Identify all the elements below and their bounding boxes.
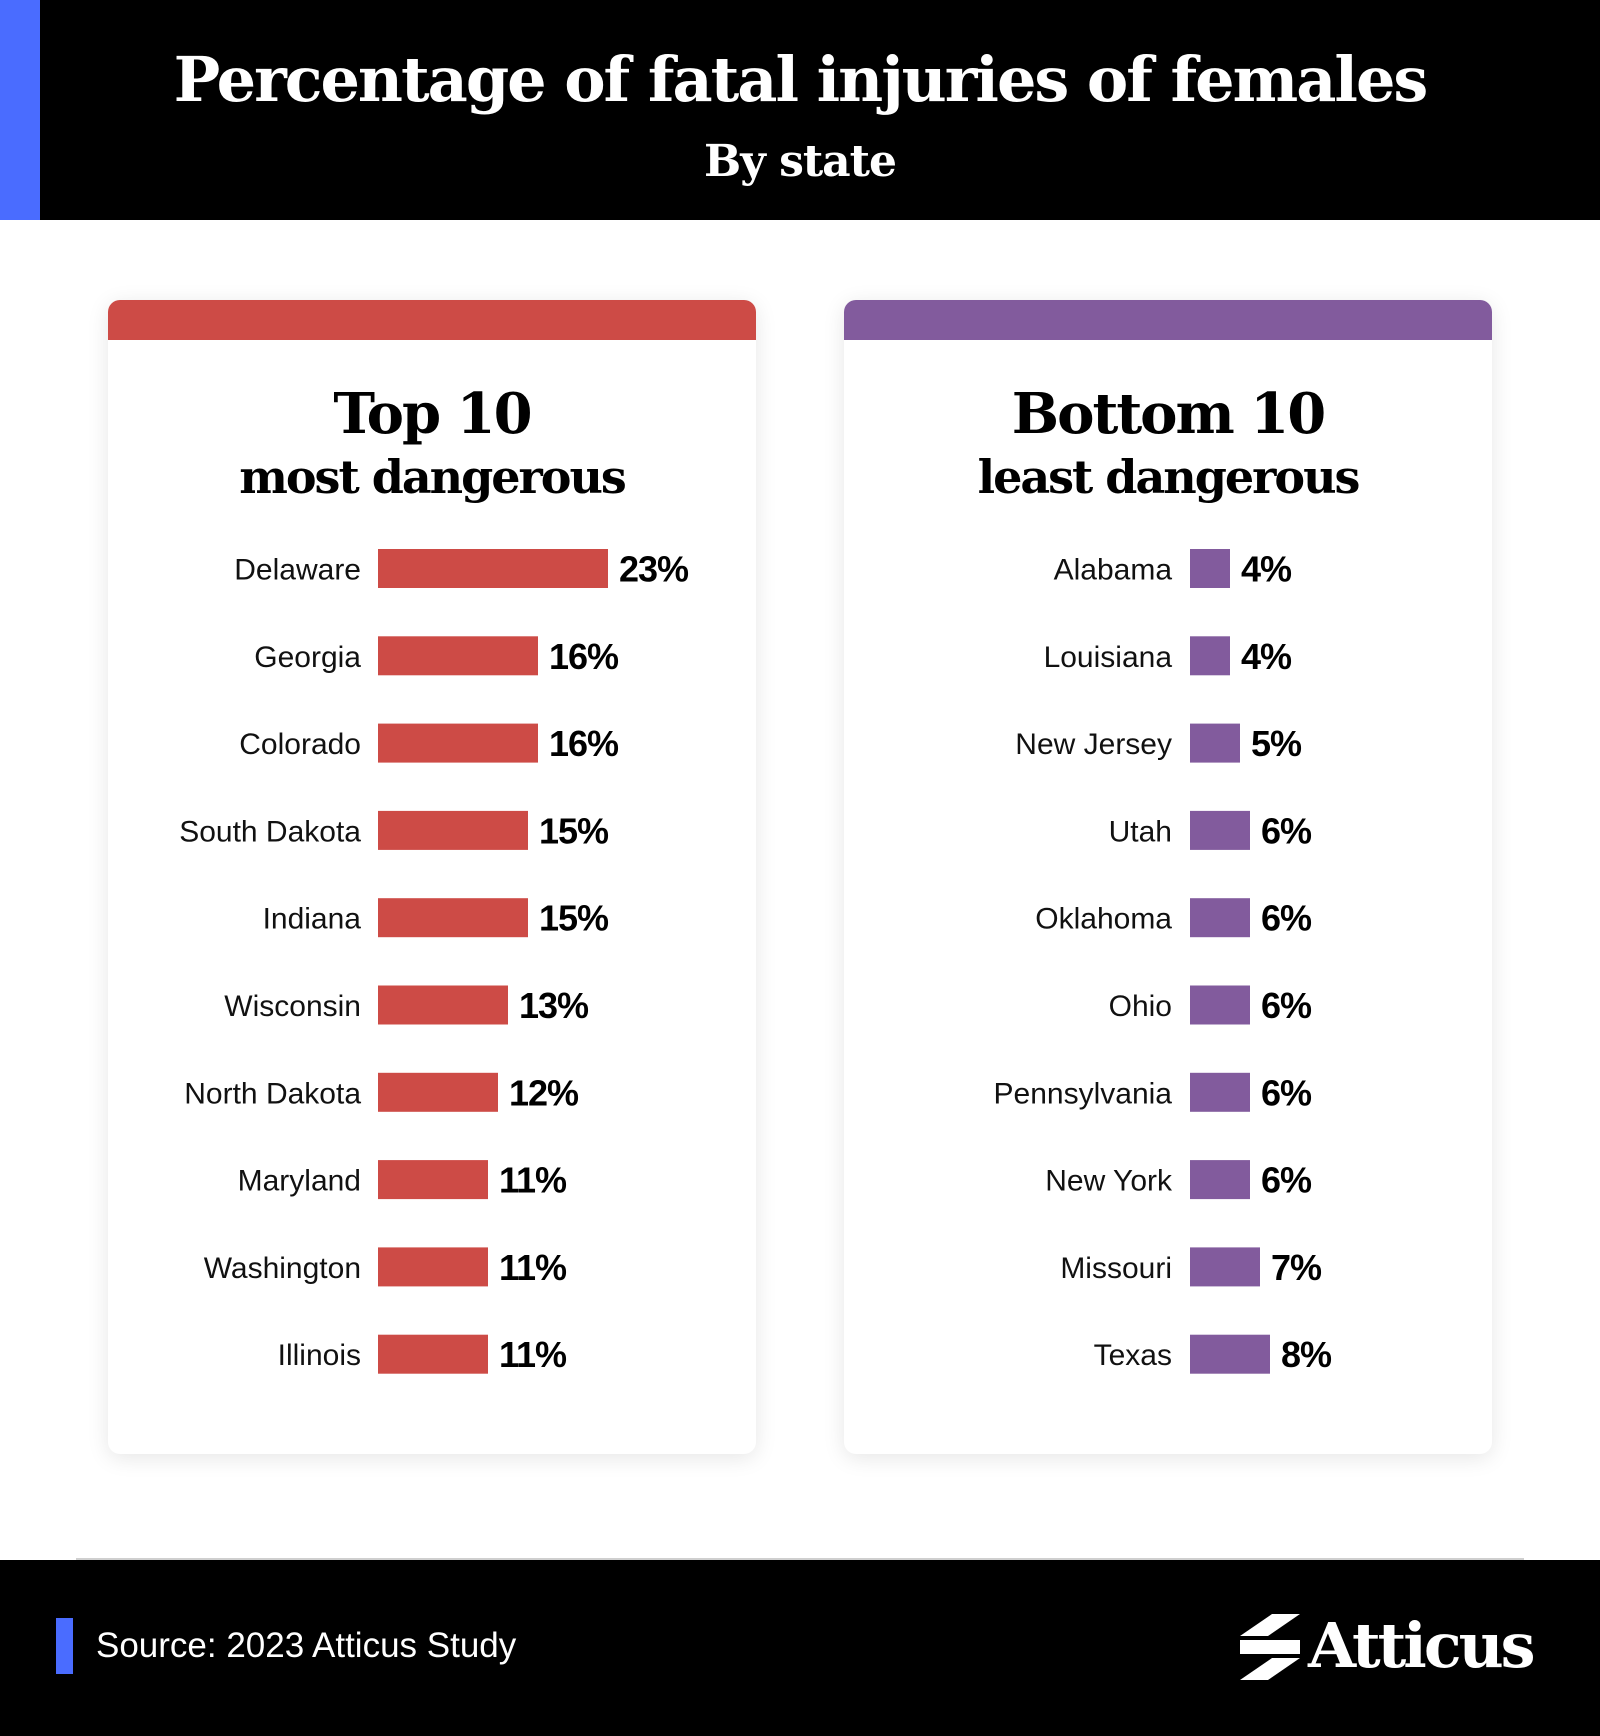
value-label: 12%: [509, 1072, 579, 1113]
category-label: New York: [1045, 1165, 1173, 1198]
bar: [378, 636, 538, 676]
category-label: Pennsylvania: [994, 1077, 1173, 1110]
bar: [378, 810, 528, 850]
bar: [1190, 1072, 1250, 1112]
top-panel-subtitle: most dangerous: [239, 450, 627, 504]
bar: [1190, 723, 1240, 763]
category-label: Colorado: [239, 728, 361, 761]
value-label: 16%: [549, 636, 619, 677]
category-label: Louisiana: [1044, 641, 1173, 674]
bar: [1190, 898, 1250, 938]
bottom-panel-color-bar: [844, 300, 1492, 340]
atticus-logo-wordmark: Atticus: [1308, 1609, 1536, 1682]
category-label: South Dakota: [179, 815, 361, 848]
category-label: Wisconsin: [224, 990, 361, 1023]
category-label: Georgia: [254, 641, 361, 674]
bar: [1190, 1247, 1260, 1287]
bottom-10-panel: Bottom 10 least dangerous Alabama 4% Louis…: [844, 300, 1492, 1454]
value-label: 5%: [1251, 723, 1302, 764]
value-label: 6%: [1261, 898, 1312, 939]
value-label: 15%: [539, 810, 609, 851]
category-label: Texas: [1094, 1339, 1172, 1372]
bottom-panel-subtitle: least dangerous: [977, 450, 1361, 504]
chart-subtitle: By state: [704, 136, 897, 187]
bar: [1190, 810, 1250, 850]
bar: [378, 985, 508, 1025]
top-10-bar-chart: Delaware 23% Georgia 16% Colorado 16% South Da…: [179, 549, 690, 1376]
value-label: 7%: [1271, 1247, 1322, 1288]
value-label: 16%: [549, 723, 619, 764]
bar: [378, 898, 528, 938]
value-label: 11%: [499, 1160, 567, 1201]
bar: [1190, 1334, 1270, 1374]
top-panel-color-bar: [108, 300, 756, 340]
source-note: Source: 2023 Atticus Study: [96, 1626, 517, 1665]
chart-title: Percentage of fatal injuries of females: [173, 43, 1429, 116]
category-label: North Dakota: [184, 1077, 361, 1110]
bar: [378, 549, 608, 588]
category-label: Missouri: [1060, 1252, 1172, 1285]
atticus-logo-mark-icon: [1240, 1614, 1300, 1680]
value-label: 11%: [499, 1247, 567, 1288]
footer-band: [0, 1560, 1600, 1736]
footer-divider: [76, 1558, 1524, 1560]
bar: [1190, 1160, 1250, 1200]
atticus-logo: Atticus: [1240, 1608, 1570, 1684]
category-label: Washington: [204, 1252, 361, 1285]
value-label: 23%: [619, 549, 689, 590]
category-label: Illinois: [278, 1339, 361, 1372]
value-label: 6%: [1261, 810, 1312, 851]
bottom-panel-title: Bottom 10: [1011, 381, 1326, 447]
header-accent-bar: [0, 0, 40, 220]
bar: [378, 1247, 488, 1287]
category-label: Indiana: [263, 903, 362, 936]
bar: [1190, 985, 1250, 1025]
category-label: Maryland: [238, 1165, 361, 1198]
value-label: 13%: [519, 985, 589, 1026]
bar: [378, 723, 538, 763]
category-label: Alabama: [1054, 554, 1173, 587]
category-label: New Jersey: [1015, 728, 1172, 761]
bar: [1190, 636, 1230, 676]
value-label: 6%: [1261, 1072, 1312, 1113]
value-label: 8%: [1281, 1334, 1332, 1375]
category-label: Utah: [1109, 815, 1172, 848]
bar: [378, 1160, 488, 1200]
bottom-10-bar-chart: Alabama 4% Louisiana 4% New Jersey 5% Utah 6% Ok…: [994, 549, 1333, 1376]
category-label: Delaware: [234, 554, 361, 587]
value-label: 6%: [1261, 985, 1312, 1026]
footer-accent-bar: [56, 1618, 73, 1674]
value-label: 6%: [1261, 1160, 1312, 1201]
category-label: Oklahoma: [1035, 903, 1172, 936]
header-band: Percentage of fatal injuries of females …: [0, 0, 1600, 220]
bar: [378, 1072, 498, 1112]
category-label: Ohio: [1109, 990, 1172, 1023]
bar: [378, 1334, 488, 1374]
bar: [1190, 549, 1230, 588]
top-10-panel: Top 10 most dangerous Delaware 23% Georgia…: [108, 300, 756, 1454]
value-label: 15%: [539, 898, 609, 939]
top-panel-title: Top 10: [333, 381, 532, 447]
value-label: 11%: [499, 1334, 567, 1375]
value-label: 4%: [1241, 549, 1292, 590]
value-label: 4%: [1241, 636, 1292, 677]
